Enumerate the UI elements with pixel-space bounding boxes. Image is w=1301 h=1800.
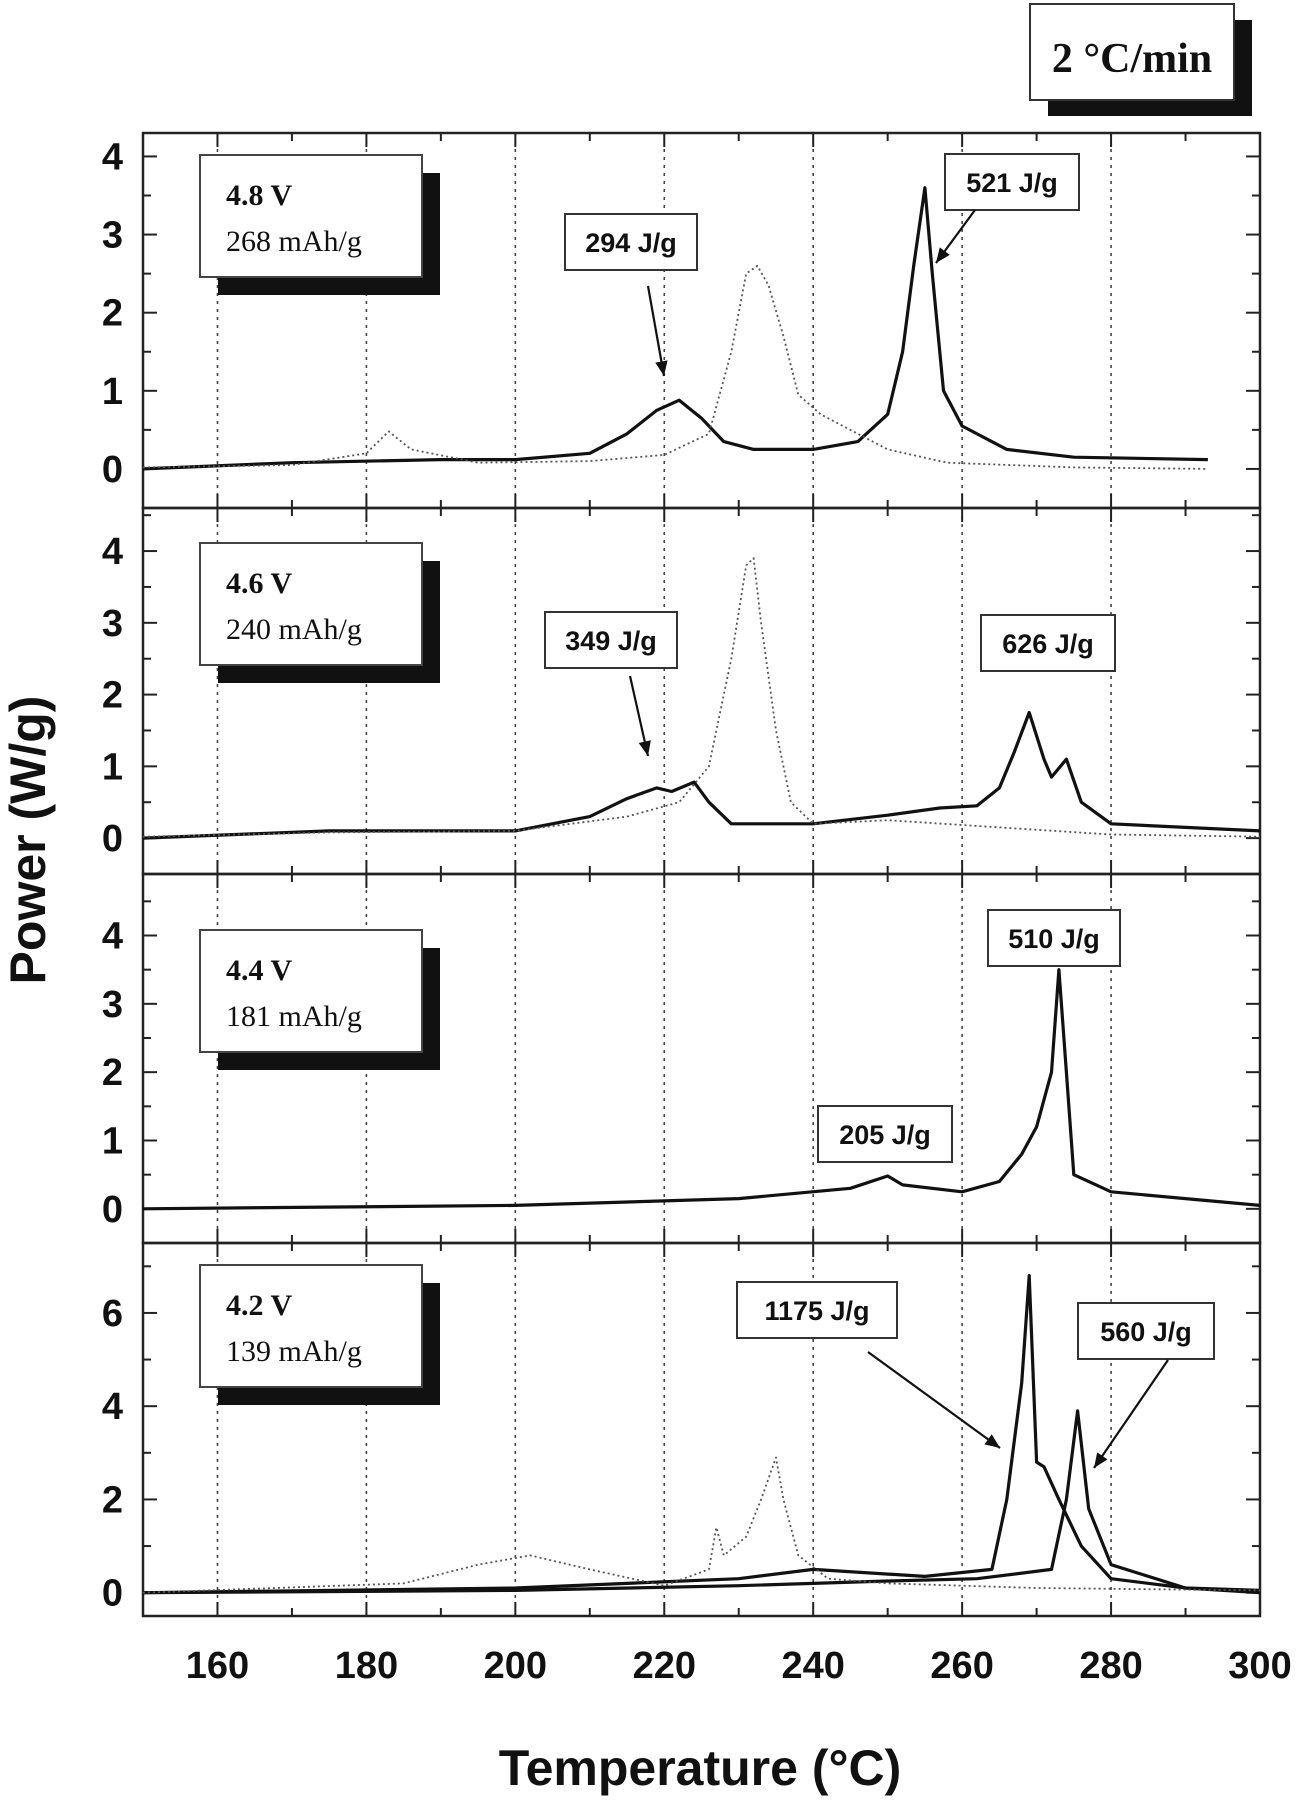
voltage-label: 4.4 V — [226, 954, 292, 987]
enthalpy-annotation: 349 J/g — [544, 611, 678, 757]
y-tick-label: 2 — [102, 293, 123, 335]
dotted-series-line — [143, 557, 1260, 838]
annotation-label: 349 J/g — [565, 626, 657, 656]
y-tick-label: 4 — [102, 916, 123, 958]
solid-series-line — [143, 968, 1260, 1211]
annotation-arrowhead — [936, 247, 950, 263]
y-tick-label: 4 — [102, 531, 123, 573]
y-tick-label: 2 — [102, 1052, 123, 1094]
y-tick-label: 0 — [102, 449, 123, 491]
annotation-arrow — [867, 1351, 1001, 1449]
x-tick-label: 300 — [1228, 1645, 1291, 1687]
label-box-frame — [199, 154, 423, 278]
label-box-frame — [199, 542, 423, 666]
annotation-label: 521 J/g — [966, 168, 1058, 198]
y-tick-label: 0 — [102, 1573, 123, 1615]
y-axis-title: Power (W/g) — [0, 696, 56, 985]
enthalpy-annotation: 1175 J/g — [736, 1281, 1001, 1449]
enthalpy-annotation: 560 J/g — [1077, 1302, 1215, 1469]
annotation-arrow — [1093, 1359, 1169, 1469]
annotation-label: 205 J/g — [839, 1120, 931, 1150]
annotation-arrowhead — [984, 1434, 1000, 1448]
y-tick-label: 1 — [102, 1121, 123, 1163]
annotation-arrowhead — [655, 360, 668, 376]
x-tick-label: 180 — [335, 1645, 398, 1687]
y-tick-label: 1 — [102, 371, 123, 413]
annotation-box — [980, 614, 1116, 672]
x-tick-label: 260 — [930, 1645, 993, 1687]
annotation-box — [944, 153, 1080, 211]
plot-area: 0 1 2 3 4 4.8 V 268 mAh/g 294 J/g 521 J/g 0 1 2 3 4 4.… — [102, 131, 1292, 1687]
enthalpy-annotation: 626 J/g — [980, 614, 1116, 672]
y-tick-label: 3 — [102, 984, 123, 1026]
solid-series-line — [143, 1274, 1260, 1595]
annotation-label: 294 J/g — [585, 228, 677, 258]
enthalpy-annotation: 510 J/g — [987, 909, 1121, 967]
x-tick-label: 280 — [1079, 1645, 1142, 1687]
annotation-box — [544, 611, 678, 669]
annotation-box — [987, 909, 1121, 967]
sample-label-box: 4.8 V 268 mAh/g — [199, 154, 440, 295]
solid-series-line — [143, 1409, 1260, 1595]
annotation-box — [817, 1105, 953, 1163]
enthalpy-annotation: 521 J/g — [935, 153, 1080, 264]
annotation-arrow — [646, 285, 666, 377]
dotted-series-line — [143, 264, 1208, 470]
y-tick-label: 4 — [102, 1386, 123, 1428]
annotation-box — [564, 213, 698, 271]
dotted-series-line — [143, 1456, 1260, 1594]
panel-4_8V: 0 1 2 3 4 4.8 V 268 mAh/g 294 J/g 521 J/g — [102, 131, 1262, 510]
voltage-label: 4.2 V — [226, 1289, 292, 1322]
rate-label: 2 °C/min — [1052, 36, 1212, 82]
x-tick-label: 220 — [633, 1645, 696, 1687]
sample-label-box: 4.2 V 139 mAh/g — [199, 1264, 440, 1405]
annotation-box — [1077, 1302, 1215, 1360]
annotation-label: 560 J/g — [1100, 1317, 1192, 1347]
panel-4_4V: 0 1 2 3 4 4.4 V 181 mAh/g 205 J/g 510 J/g — [102, 872, 1262, 1245]
voltage-label: 4.6 V — [226, 567, 292, 600]
annotation-label: 1175 J/g — [764, 1296, 869, 1326]
sample-label-box: 4.4 V 181 mAh/g — [199, 929, 440, 1070]
label-box-frame — [199, 1264, 423, 1388]
y-tick-label: 6 — [102, 1293, 123, 1335]
rate-label-box: 2 °C/min — [1029, 3, 1252, 116]
y-tick-label: 1 — [102, 746, 123, 788]
capacity-label: 181 mAh/g — [226, 1000, 362, 1033]
panel-4_6V: 0 1 2 3 4 4.6 V 240 mAh/g 349 J/g 626 J/g — [102, 506, 1262, 876]
solid-series-line — [143, 186, 1208, 471]
capacity-label: 240 mAh/g — [226, 613, 362, 646]
capacity-label: 268 mAh/g — [226, 225, 362, 258]
x-axis-title: Temperature (°C) — [499, 1740, 901, 1796]
sample-label-box: 4.6 V 240 mAh/g — [199, 542, 440, 683]
annotation-label: 510 J/g — [1008, 924, 1100, 954]
x-tick-label: 200 — [484, 1645, 547, 1687]
annotation-arrowhead — [638, 740, 651, 756]
y-tick-label: 2 — [102, 1479, 123, 1521]
enthalpy-annotation: 294 J/g — [564, 213, 698, 377]
panel-frame — [141, 1241, 1262, 1618]
label-box-frame — [199, 929, 423, 1053]
enthalpy-annotation: 205 J/g — [817, 1105, 953, 1163]
panel-4_2V: 0 2 4 6 4.2 V 139 mAh/g 1175 J/g 560 J/g — [102, 1241, 1262, 1618]
y-tick-label: 3 — [102, 603, 123, 645]
voltage-label: 4.8 V — [226, 179, 292, 212]
annotation-label: 626 J/g — [1002, 629, 1094, 659]
y-tick-label: 0 — [102, 1189, 123, 1231]
y-tick-label: 4 — [102, 136, 123, 178]
x-tick-label: 240 — [781, 1645, 844, 1687]
y-tick-label: 2 — [102, 675, 123, 717]
annotation-box — [736, 1281, 898, 1339]
capacity-label: 139 mAh/g — [226, 1335, 362, 1368]
solid-series-line — [143, 710, 1260, 840]
y-tick-label: 0 — [102, 818, 123, 860]
y-tick-label: 3 — [102, 215, 123, 257]
annotation-arrowhead — [1094, 1452, 1108, 1468]
x-tick-label: 160 — [186, 1645, 249, 1687]
